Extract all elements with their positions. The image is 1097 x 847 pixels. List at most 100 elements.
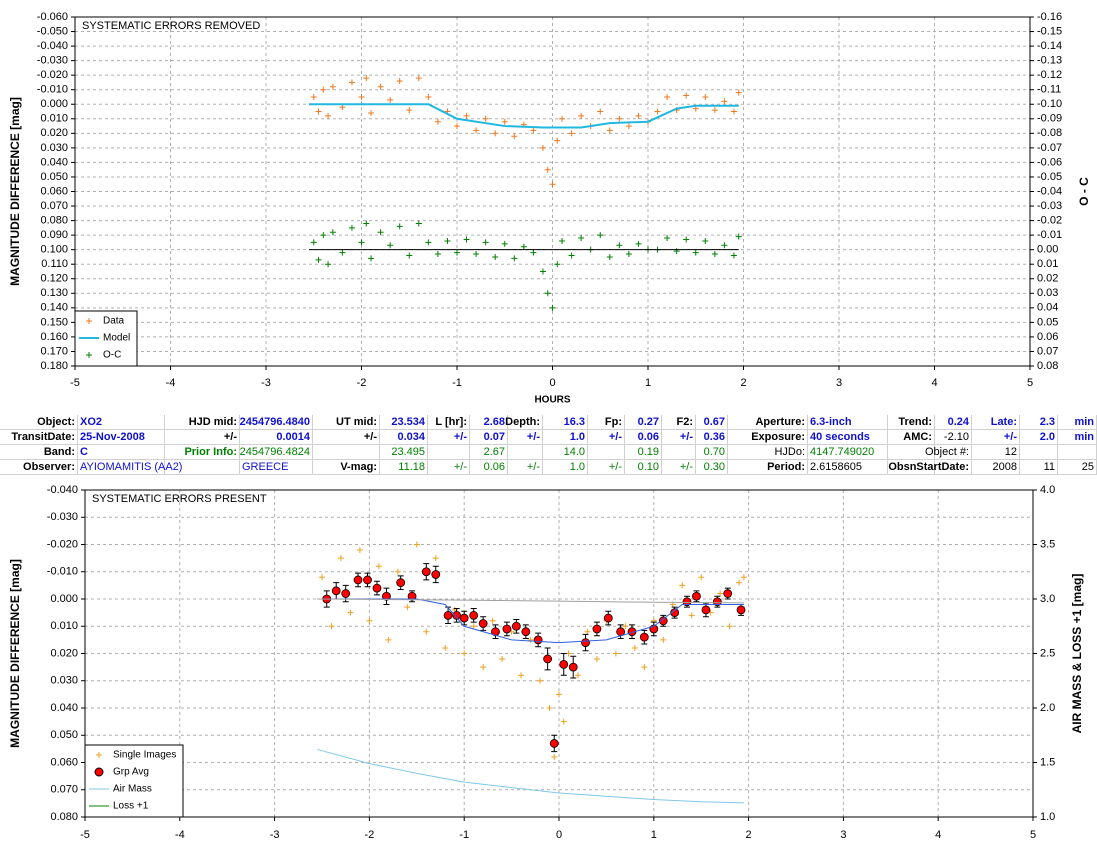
legend-swatch [94,767,104,777]
table-cell: Band: [0,445,78,460]
legend-swatch [86,318,92,324]
point [501,240,508,247]
point [664,93,671,100]
cell-text: 14.0 [563,446,585,458]
cell-text: 2.0 [1039,431,1055,443]
table-cell: 12 [972,445,1020,460]
point [701,605,711,615]
cell-text: 11 [1043,461,1055,473]
point [635,240,642,247]
point [592,624,602,634]
point [683,92,690,99]
legend-label: Single Images [113,750,176,761]
point [544,290,551,297]
y2-tick-label: -0.04 [1037,185,1062,197]
table-cell: min [1058,430,1097,445]
cell-text: Object: [37,416,75,428]
point [597,232,604,239]
table-cell: 2.68 [470,415,508,430]
cell-text: V-mag: [340,461,377,473]
table-cell: 2008 [972,460,1020,475]
y-tick-label: 0.010 [40,113,68,125]
point [673,248,680,255]
cell-text: min [1074,431,1094,443]
cell-text: 40 seconds [810,431,870,443]
table-cell: Object: [0,415,78,430]
point [423,628,430,635]
point [584,628,591,635]
y-tick-label: -0.040 [47,484,78,496]
table-cell: -2.10 [935,430,972,445]
point [606,127,613,134]
parameter-table: Object: XO2 HJD mid: 2454796.4840 UT mid: 23.… [0,415,1097,475]
point [717,590,724,597]
cell-text: 25-Nov-2008 [80,431,145,443]
point [470,623,477,630]
table-cell: HJDo: [728,445,808,460]
legend-label: Data [103,316,125,327]
y-tick-label: -0.010 [47,566,78,578]
point [730,108,737,115]
table-cell: 0.36 [696,430,728,445]
point [682,597,692,607]
cell-text: Band: [43,446,75,458]
cell-text: 0.06 [483,461,505,473]
point [612,650,619,657]
table-cell: 0.034 [380,430,428,445]
point [511,255,518,262]
table-cell: 2454796.4824 [240,445,313,460]
table-cell: 25-Nov-2008 [78,430,165,445]
cell-text: 0.07 [483,431,505,443]
x-tick-label: -4 [175,829,185,841]
y2-tick-label: 0.07 [1037,345,1058,357]
point [454,249,460,256]
table-cell: 25 [1058,460,1097,475]
x-tick-label: 5 [1030,829,1036,841]
cell-text: Depth: [505,416,540,428]
point [502,624,512,634]
cell-text: HJDo: [774,446,805,458]
x-tick-label: 4 [935,829,941,841]
table-cell: +/- [662,430,696,445]
point [434,118,441,125]
x-tick-label: 0 [549,377,555,389]
point [518,672,525,679]
table-cell: TransitDate: [0,430,78,445]
cell-text: 2008 [992,461,1017,473]
x-tick-label: 3 [840,829,846,841]
point [329,229,336,236]
table-cell: C [78,445,165,460]
point [537,677,544,684]
y-tick-label: 0.020 [50,647,78,659]
y-tick-label: 0.110 [41,258,68,270]
table-cell: 0.30 [696,460,728,475]
cell-text: F2: [676,416,694,428]
point [698,574,705,581]
table-cell: Exposure: [728,430,808,445]
cell-text: ObsnStartDate: [888,461,969,473]
y-tick-label: -0.060 [37,11,68,23]
point [736,605,746,615]
y-tick-label: 0.040 [50,702,78,714]
x-tick-label: -1 [452,377,462,389]
table-cell: Period: [728,460,808,475]
point [631,645,638,652]
point [726,623,733,630]
point [431,570,441,579]
cell-text: 25 [1081,461,1094,473]
y2-tick-label: 0.01 [1037,258,1058,270]
point [711,107,718,114]
point [546,705,553,711]
x-tick-label: -5 [80,829,90,841]
point [396,223,403,230]
x-tick-label: -3 [261,377,271,389]
table-cell: Prior Info: [165,445,240,460]
table-cell: 0.70 [696,445,728,460]
point [549,304,556,311]
point [559,659,569,669]
y-tick-label: -0.010 [37,84,68,96]
point [511,133,518,140]
table-cell: 40 seconds [808,430,888,445]
point [319,574,325,581]
y2-tick-label: 4.0 [1040,484,1055,496]
